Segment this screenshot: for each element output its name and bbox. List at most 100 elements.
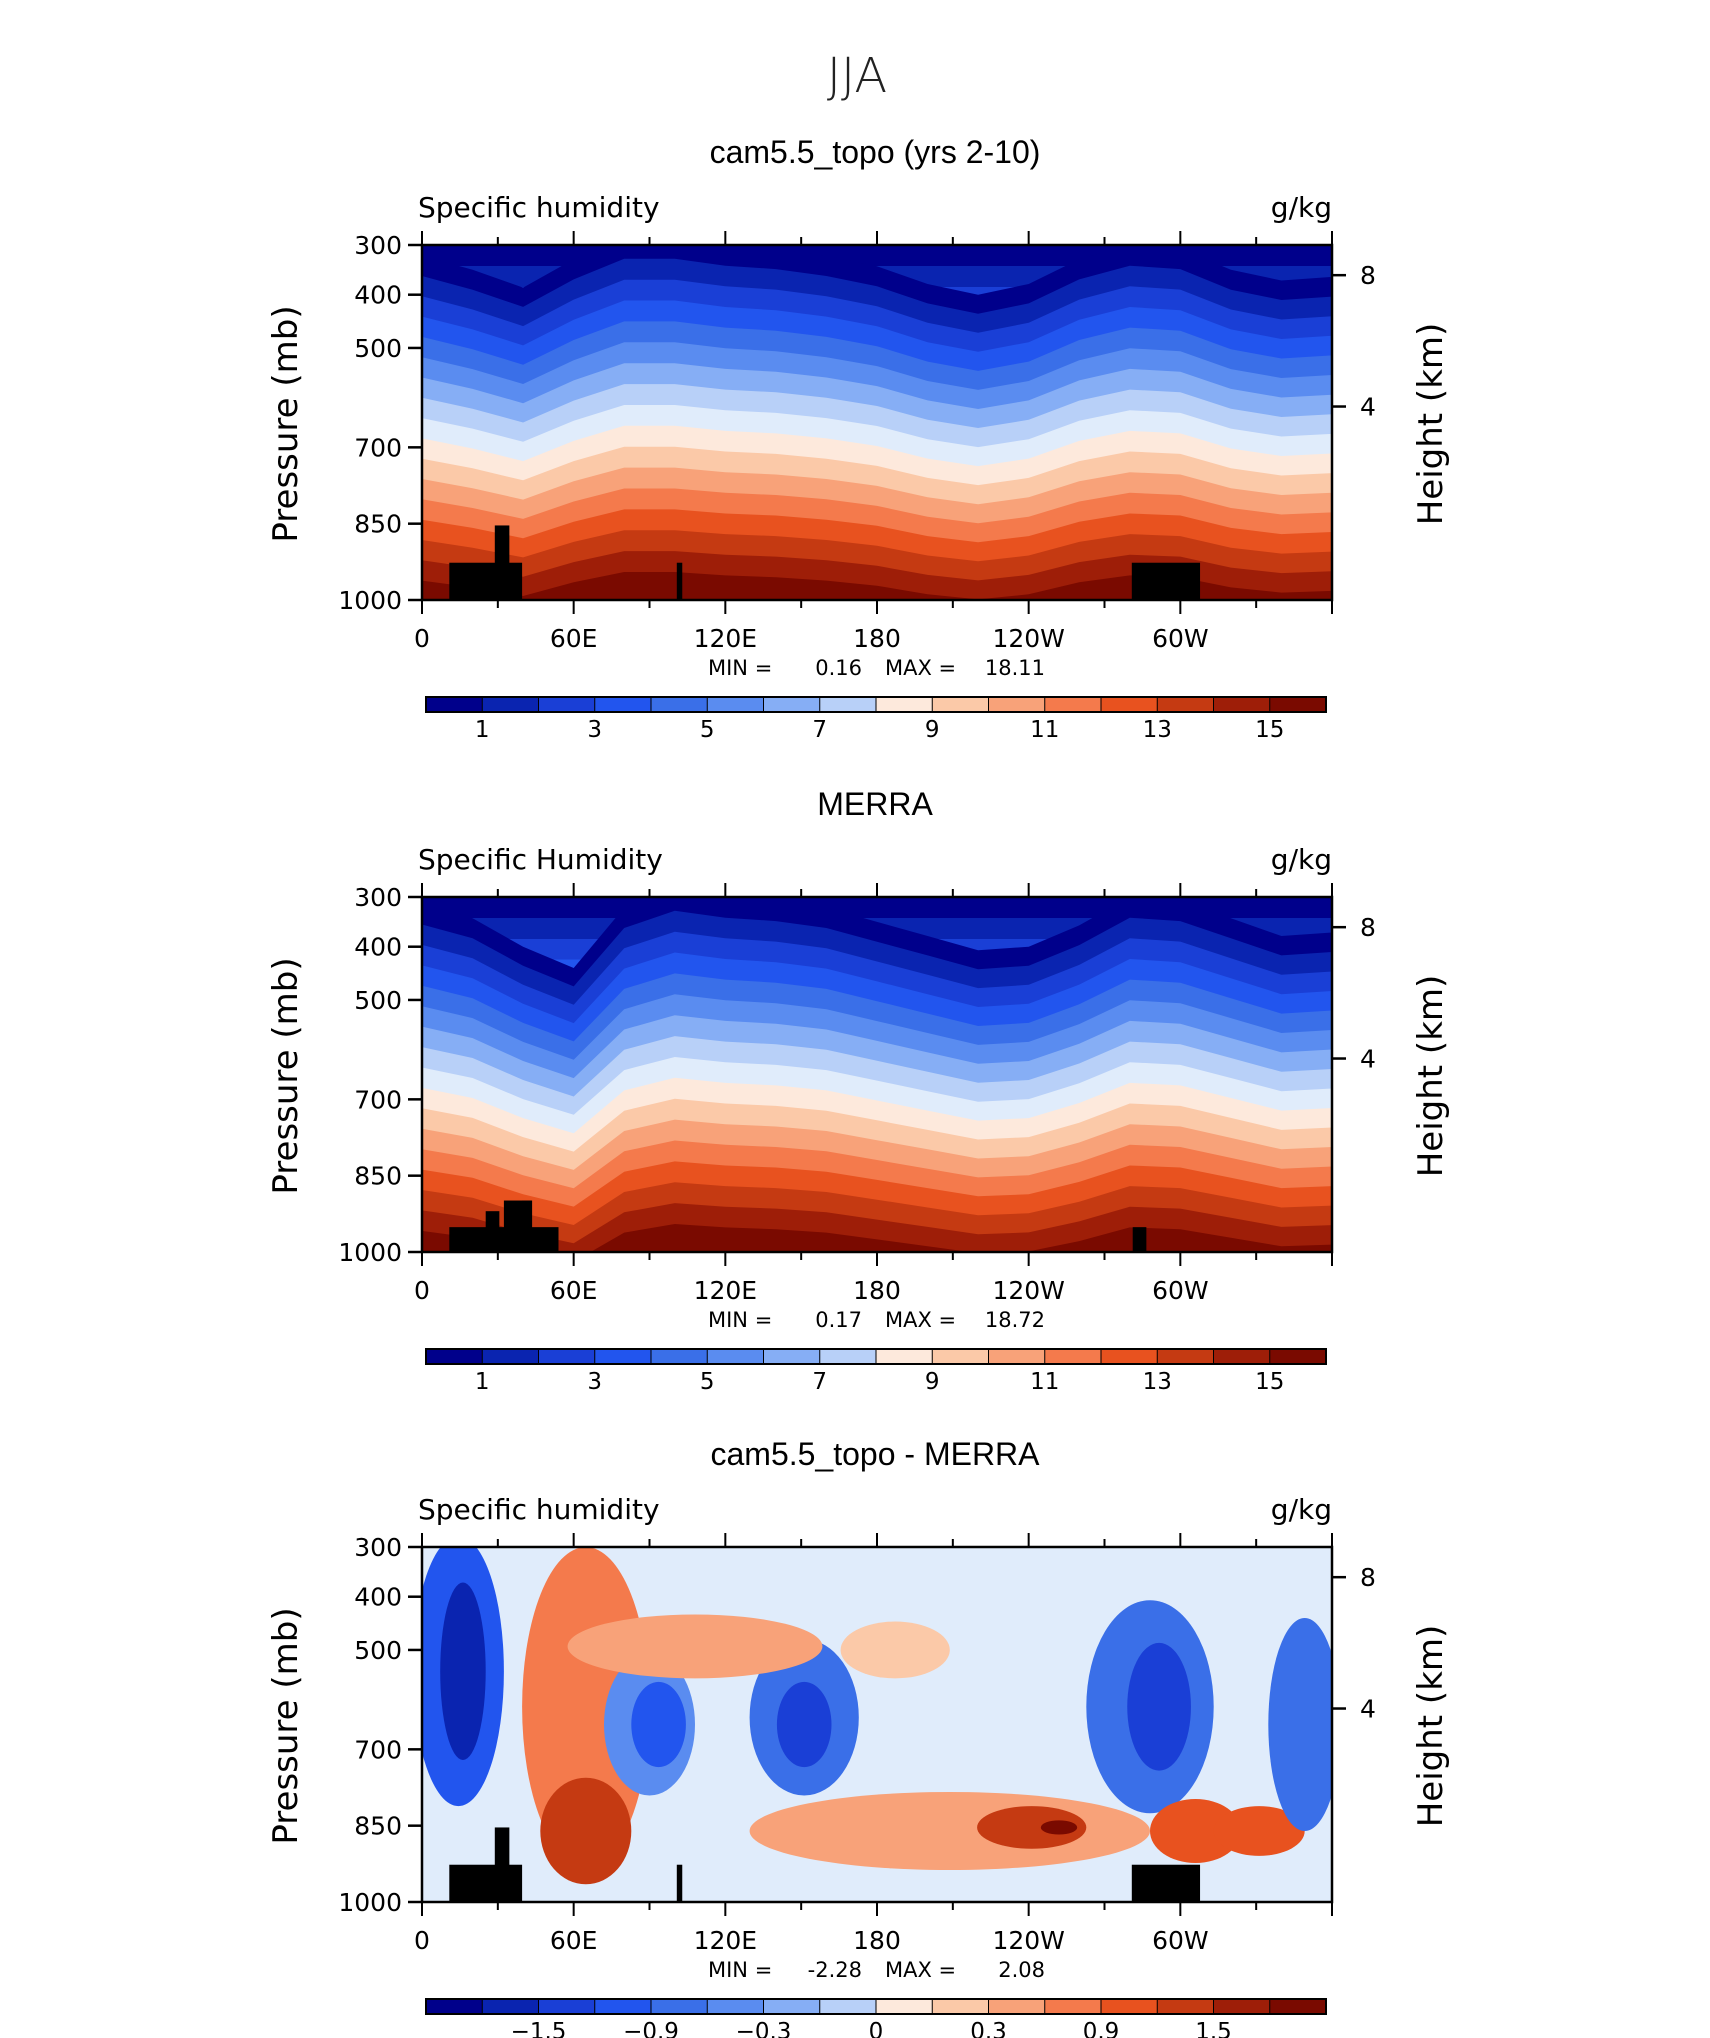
colorbar-box: [1213, 1348, 1271, 1365]
colorbar-box: [988, 1998, 1046, 2015]
colorbar-box: [706, 696, 765, 713]
units-label: g/kg: [1271, 1493, 1332, 1526]
colorbar-box: [1100, 1348, 1159, 1365]
colorbar-label: 11: [1030, 717, 1059, 743]
panel-title: MERRA: [817, 786, 933, 822]
max-label: MAX =: [885, 1308, 956, 1332]
colorbar-label: 1: [475, 1369, 490, 1395]
y-right-tick-label: 4: [1360, 1695, 1376, 1724]
colorbar-box: [594, 696, 652, 713]
colorbar-box: [538, 696, 596, 713]
field-contours: [422, 1547, 1332, 1902]
colorbar-box: [425, 1348, 484, 1365]
colorbar-box: [1213, 1998, 1271, 2015]
min-value: 0.17: [815, 1308, 862, 1332]
x-tick-label: 0: [414, 1276, 430, 1305]
difference-contour: [1127, 1642, 1191, 1771]
colorbar-box: [1044, 696, 1102, 713]
colorbar-box: [538, 1348, 596, 1365]
colorbar-box: [594, 1348, 652, 1365]
panel-title: cam5.5_topo (yrs 2-10): [710, 134, 1041, 170]
max-label: MAX =: [885, 1958, 956, 1982]
colorbar-label: 5: [700, 717, 715, 743]
difference-contour: [1213, 1806, 1305, 1856]
y-right-axis-title: Height (km): [1411, 323, 1451, 526]
colorbar-box: [931, 1348, 990, 1365]
y-tick-label: 850: [354, 510, 402, 539]
colorbar-box: [1269, 1998, 1327, 2015]
y-axis-title: Pressure (mb): [266, 305, 306, 542]
y-right-axis-title: Height (km): [1411, 1625, 1451, 1828]
difference-contour: [631, 1681, 686, 1768]
colorbar-box: [875, 1348, 934, 1365]
colorbar: 1 3 5 7 9 11 13 15: [425, 696, 1327, 743]
colorbar-box: [1044, 1348, 1102, 1365]
y-right-tick-label: 4: [1360, 1045, 1376, 1074]
colorbar-label: 15: [1255, 1369, 1284, 1395]
colorbar-label: 0.3: [970, 2019, 1007, 2038]
difference-contour: [776, 1681, 832, 1768]
y-axis-title: Pressure (mb): [266, 1607, 306, 1844]
colorbar-label: 7: [812, 1369, 827, 1395]
colorbar: 1 3 5 7 9 11 13 15: [425, 1348, 1327, 1395]
colorbar-box: [650, 696, 709, 713]
x-tick-label: 120W: [992, 1926, 1064, 1955]
x-tick-label: 120W: [992, 1276, 1064, 1305]
colorbar-box: [875, 696, 934, 713]
difference-contour: [440, 1582, 486, 1760]
y-right-tick-label: 4: [1360, 393, 1376, 422]
contour-band: [422, 572, 1332, 600]
x-tick-label: 60E: [550, 624, 598, 653]
colorbar-box: [988, 1348, 1046, 1365]
x-tick-label: 0: [414, 624, 430, 653]
y-right-tick-label: 8: [1360, 1563, 1376, 1592]
colorbar-label: 5: [700, 1369, 715, 1395]
colorbar-box: [1100, 1998, 1159, 2015]
colorbar-box: [763, 1998, 821, 2015]
difference-contour: [1268, 1618, 1332, 1831]
x-tick-label: 60W: [1152, 624, 1209, 653]
colorbar-label: −0.3: [736, 2019, 792, 2038]
colorbar-box: [1269, 1348, 1327, 1365]
difference-contour: [540, 1777, 632, 1885]
colorbar-box: [538, 1998, 596, 2015]
y-tick-label: 850: [354, 1812, 402, 1841]
y-tick-label: 500: [354, 986, 402, 1015]
colorbar: −1.5 −0.9 −0.3 0 0.3 0.9 1.5: [425, 1998, 1327, 2038]
y-tick-label: 1000: [338, 586, 402, 615]
x-tick-label: 180: [853, 1276, 901, 1305]
x-tick-label: 0: [414, 1926, 430, 1955]
difference-contour: [1150, 1799, 1241, 1863]
colorbar-box: [1156, 696, 1215, 713]
colorbar-box: [1100, 696, 1159, 713]
colorbar-label: 9: [925, 1369, 940, 1395]
y-right-tick-label: 8: [1360, 261, 1376, 290]
y-tick-label: 700: [354, 1085, 402, 1114]
y-tick-label: 400: [354, 281, 402, 310]
colorbar-box: [819, 1348, 877, 1365]
difference-contour: [749, 1791, 1150, 1871]
topography-mask: [449, 525, 1201, 600]
min-value: -2.28: [808, 1958, 862, 1982]
colorbar-box: [1269, 696, 1327, 713]
y-tick-label: 400: [354, 933, 402, 962]
y-tick-label: 850: [354, 1162, 402, 1191]
colorbar-box: [988, 696, 1046, 713]
min-label: MIN =: [708, 656, 772, 680]
y-tick-label: 300: [354, 883, 402, 912]
x-tick-label: 180: [853, 624, 901, 653]
y-tick-label: 1000: [338, 1238, 402, 1267]
x-tick-label: 180: [853, 1926, 901, 1955]
y-tick-label: 1000: [338, 1888, 402, 1917]
colorbar-label: 1.5: [1195, 2019, 1232, 2038]
colorbar-box: [650, 1348, 709, 1365]
colorbar-box: [481, 1348, 540, 1365]
colorbar-label: 9: [925, 717, 940, 743]
colorbar-box: [875, 1998, 934, 2015]
colorbar-label: 3: [587, 717, 602, 743]
left-string: Specific humidity: [418, 1493, 660, 1526]
colorbar-box: [1156, 1348, 1215, 1365]
